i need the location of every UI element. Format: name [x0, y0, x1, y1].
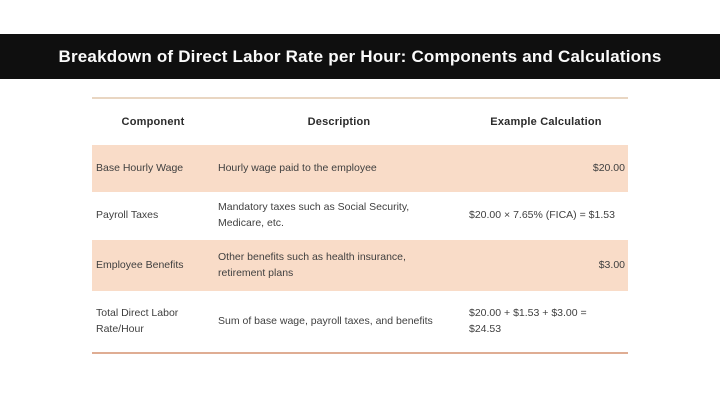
table-row-base-hourly-wage: Base Hourly Wage Hourly wage paid to the…	[92, 145, 628, 192]
table-bottom-rule	[92, 352, 628, 354]
cell-description: Mandatory taxes such as Social Security,…	[218, 201, 410, 229]
column-header-component: Component	[121, 116, 185, 128]
table-body: Base Hourly Wage Hourly wage paid to the…	[92, 145, 628, 352]
table-row-payroll-taxes: Payroll Taxes Mandatory taxes such as So…	[92, 192, 628, 240]
page-title: Breakdown of Direct Labor Rate per Hour:…	[58, 46, 662, 66]
cell-component: Total Direct Labor Rate/Hour	[96, 306, 179, 335]
column-header-example-calculation: Example Calculation	[490, 116, 602, 128]
cell-calculation: $20.00 + $1.53 + $3.00 = $24.53	[469, 306, 587, 335]
cell-calculation: $20.00	[592, 161, 625, 174]
table-row-total-direct-labor-rate: Total Direct Labor Rate/Hour Sum of base…	[92, 291, 628, 352]
labor-rate-table: Component Description Example Calculatio…	[92, 97, 628, 354]
cell-description: Hourly wage paid to the employee	[218, 161, 377, 174]
cell-component: Payroll Taxes	[96, 209, 159, 222]
title-bar: Breakdown of Direct Labor Rate per Hour:…	[0, 34, 720, 79]
cell-component: Employee Benefits	[96, 258, 184, 271]
table-header-row: Component Description Example Calculatio…	[92, 99, 628, 145]
table-row-employee-benefits: Employee Benefits Other benefits such as…	[92, 240, 628, 291]
column-header-description: Description	[307, 116, 371, 128]
cell-description: Sum of base wage, payroll taxes, and ben…	[218, 314, 433, 327]
table-top-rule	[92, 97, 628, 99]
cell-calculation: $3.00	[598, 258, 625, 271]
cell-description: Other benefits such as health insurance,…	[218, 250, 406, 279]
cell-component: Base Hourly Wage	[96, 161, 184, 174]
cell-calculation: $20.00 × 7.65% (FICA) = $1.53	[469, 209, 615, 222]
